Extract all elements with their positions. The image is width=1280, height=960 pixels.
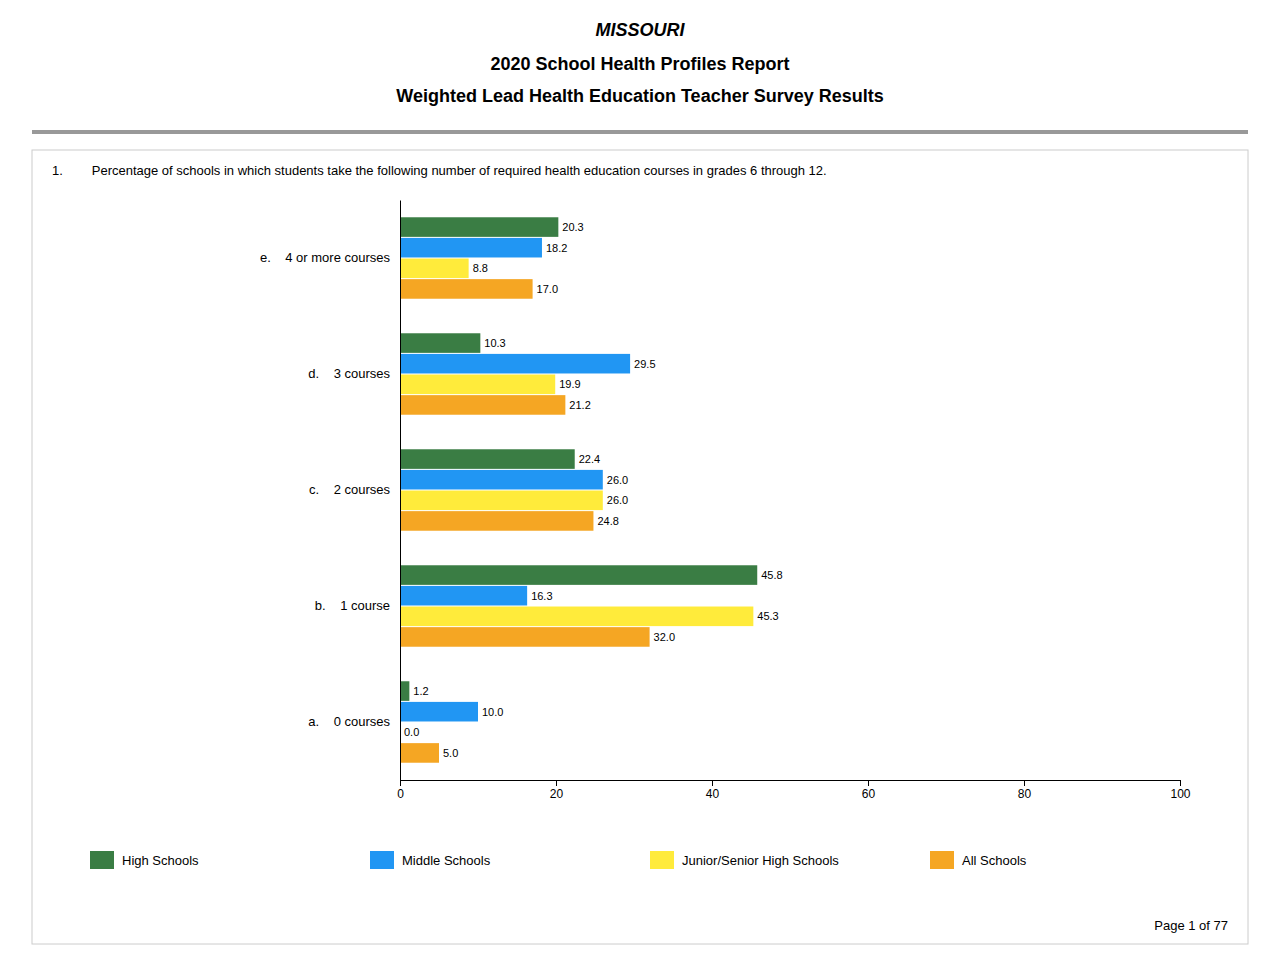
bar (400, 354, 630, 374)
x-tick-mark (712, 780, 713, 786)
data-label: 0.0 (404, 726, 419, 738)
x-tick-label: 40 (706, 787, 720, 801)
y-tick: a. 0 courses (308, 714, 390, 729)
data-label: 18.2 (546, 242, 567, 254)
x-tick: 80 (1018, 780, 1032, 801)
data-label: 22.4 (579, 453, 600, 465)
y-tick: c. 2 courses (309, 482, 390, 497)
y-axis-line (400, 201, 401, 781)
data-label: 29.5 (634, 358, 655, 370)
legend-swatch (930, 851, 954, 869)
category-label: d. 3 courses (308, 366, 390, 381)
bar (400, 470, 603, 490)
data-label: 10.0 (482, 706, 503, 718)
chart: MISSOURI 2020 School Health Profiles Repo… (0, 0, 1280, 960)
y-axis: e. 4 or more courses d. 3 courses c. 2 cou… (260, 201, 401, 781)
data-label: 19.9 (559, 378, 580, 390)
x-axis-line (401, 781, 1181, 787)
data-label: 8.8 (473, 262, 488, 274)
data-label: 20.3 (562, 221, 583, 233)
bar (400, 607, 753, 627)
bar (400, 333, 480, 353)
x-axis: 0 20 40 60 80 100 (397, 780, 1191, 801)
subtitle: 2020 School Health Profiles Report (490, 54, 789, 74)
x-tick-mark (1024, 780, 1025, 786)
data-label: 32.0 (654, 631, 675, 643)
x-tick: 40 (706, 780, 720, 801)
legend-label: Junior/Senior High Schools (682, 853, 839, 868)
separator (32, 130, 1248, 134)
x-tick: 20 (550, 780, 564, 801)
page-number: Page 1 of 77 (1154, 918, 1228, 933)
y-tick: d. 3 courses (308, 366, 390, 381)
bar (400, 491, 603, 511)
category-label: b. 1 course (315, 598, 390, 613)
x-tick-mark (400, 780, 401, 786)
x-tick-mark (868, 780, 869, 786)
bar (400, 259, 469, 279)
bar (400, 565, 757, 585)
y-tick: b. 1 course (315, 598, 390, 613)
x-tick-label: 100 (1170, 787, 1190, 801)
data-label: 17.0 (537, 283, 558, 295)
panel-frame (32, 150, 1248, 944)
bar (400, 217, 558, 237)
x-tick-mark (556, 780, 557, 786)
data-label: 26.0 (607, 494, 628, 506)
bar (400, 238, 542, 258)
legend-label: High Schools (122, 853, 199, 868)
question: 1. Percentage of schools in which studen… (52, 163, 827, 178)
bar (400, 681, 409, 701)
data-label: 26.0 (607, 474, 628, 486)
x-tick-label: 80 (1018, 787, 1032, 801)
data-label: 5.0 (443, 747, 458, 759)
data-label: 45.8 (761, 569, 782, 581)
y-tick: e. 4 or more courses (260, 250, 391, 265)
x-tick-label: 60 (862, 787, 876, 801)
legend-swatch (90, 851, 114, 869)
x-tick-label: 20 (550, 787, 564, 801)
title: MISSOURI (595, 20, 685, 40)
legend: High Schools Middle Schools Junior/Senior … (90, 851, 1027, 869)
bar (400, 511, 593, 531)
category-label: a. 0 courses (308, 714, 390, 729)
data-label: 24.8 (597, 515, 618, 527)
legend-label: Middle Schools (402, 853, 491, 868)
bar (400, 279, 533, 299)
bar (400, 702, 478, 722)
bar (400, 395, 565, 415)
data-label: 21.2 (569, 399, 590, 411)
bar (400, 586, 527, 606)
data-label: 16.3 (531, 590, 552, 602)
x-tick: 0 (397, 780, 404, 801)
bar (400, 375, 555, 395)
legend-swatch (650, 851, 674, 869)
x-tick: 60 (862, 780, 876, 801)
data-labels: 1.2 45.8 22.4 10.3 20.3 10.0 16.3 26.0 29.5 18.2 0… (404, 221, 783, 759)
data-label: 10.3 (484, 337, 505, 349)
x-tick: 100 (1170, 780, 1190, 801)
bars (400, 217, 757, 762)
x-tick-label: 0 (397, 787, 404, 801)
bar (400, 449, 575, 469)
legend-swatch (370, 851, 394, 869)
bar (400, 627, 650, 647)
bar (400, 743, 439, 763)
x-tick-mark (1180, 780, 1181, 786)
subtitle: Weighted Lead Health Education Teacher S… (396, 86, 883, 106)
category-label: e. 4 or more courses (260, 250, 391, 265)
category-label: c. 2 courses (309, 482, 390, 497)
data-label: 1.2 (413, 685, 428, 697)
legend-label: All Schools (962, 853, 1027, 868)
data-label: 45.3 (757, 610, 778, 622)
